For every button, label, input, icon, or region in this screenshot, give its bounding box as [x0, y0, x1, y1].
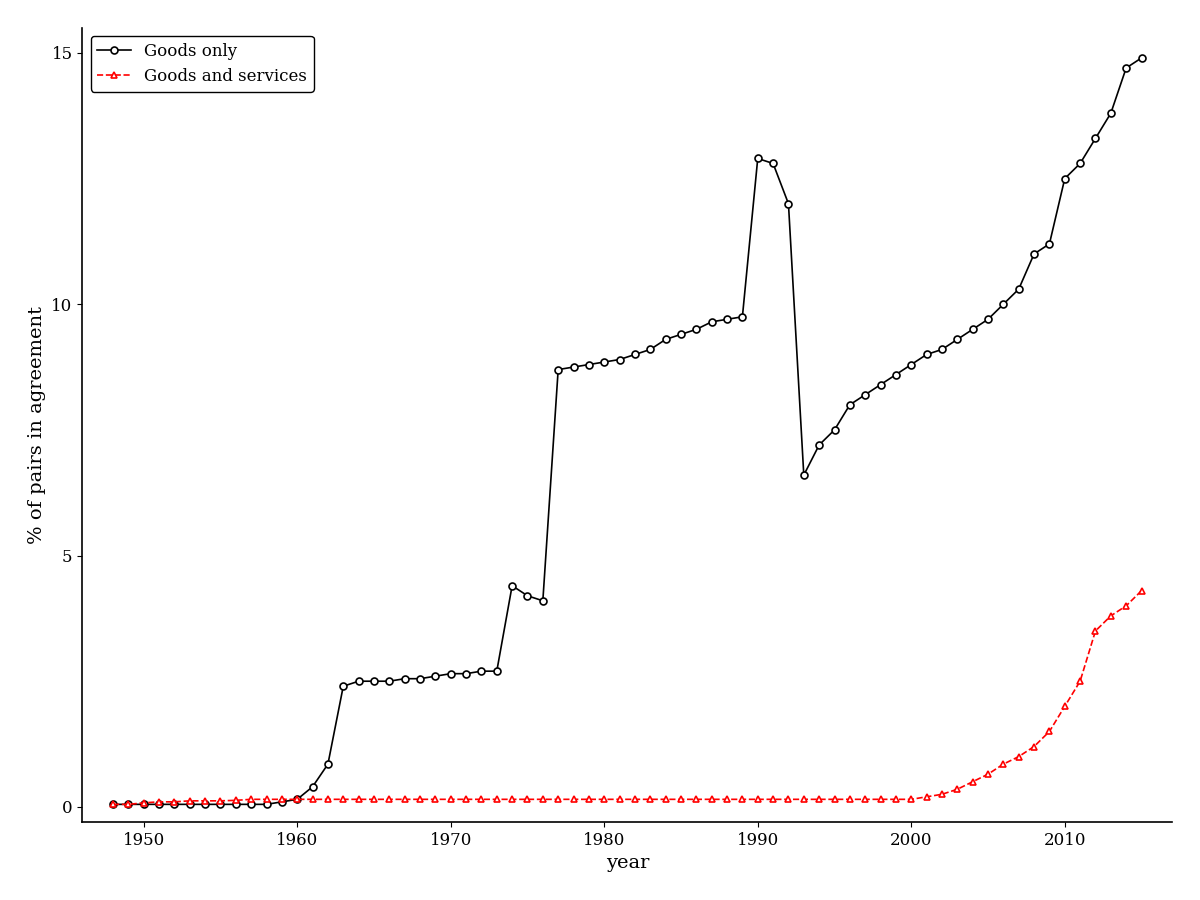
- Goods and services: [1027, 741, 1042, 751]
- Y-axis label: % of pairs in agreement: % of pairs in agreement: [28, 306, 46, 544]
- Goods only: [1104, 108, 1118, 119]
- Goods only: [1027, 248, 1042, 259]
- Goods only: [106, 799, 120, 810]
- X-axis label: year: year: [606, 854, 649, 872]
- Line: Goods only: Goods only: [109, 55, 1145, 808]
- Goods only: [1134, 52, 1148, 63]
- Goods and services: [689, 794, 703, 805]
- Legend: Goods only, Goods and services: Goods only, Goods and services: [91, 36, 313, 92]
- Goods only: [352, 676, 366, 687]
- Goods and services: [352, 794, 366, 805]
- Goods only: [336, 680, 350, 691]
- Goods and services: [106, 799, 120, 810]
- Goods only: [689, 324, 703, 335]
- Goods and services: [336, 794, 350, 805]
- Line: Goods and services: Goods and services: [109, 588, 1145, 808]
- Goods and services: [1134, 585, 1148, 596]
- Goods and services: [704, 794, 719, 805]
- Goods only: [704, 317, 719, 328]
- Goods and services: [1104, 610, 1118, 621]
